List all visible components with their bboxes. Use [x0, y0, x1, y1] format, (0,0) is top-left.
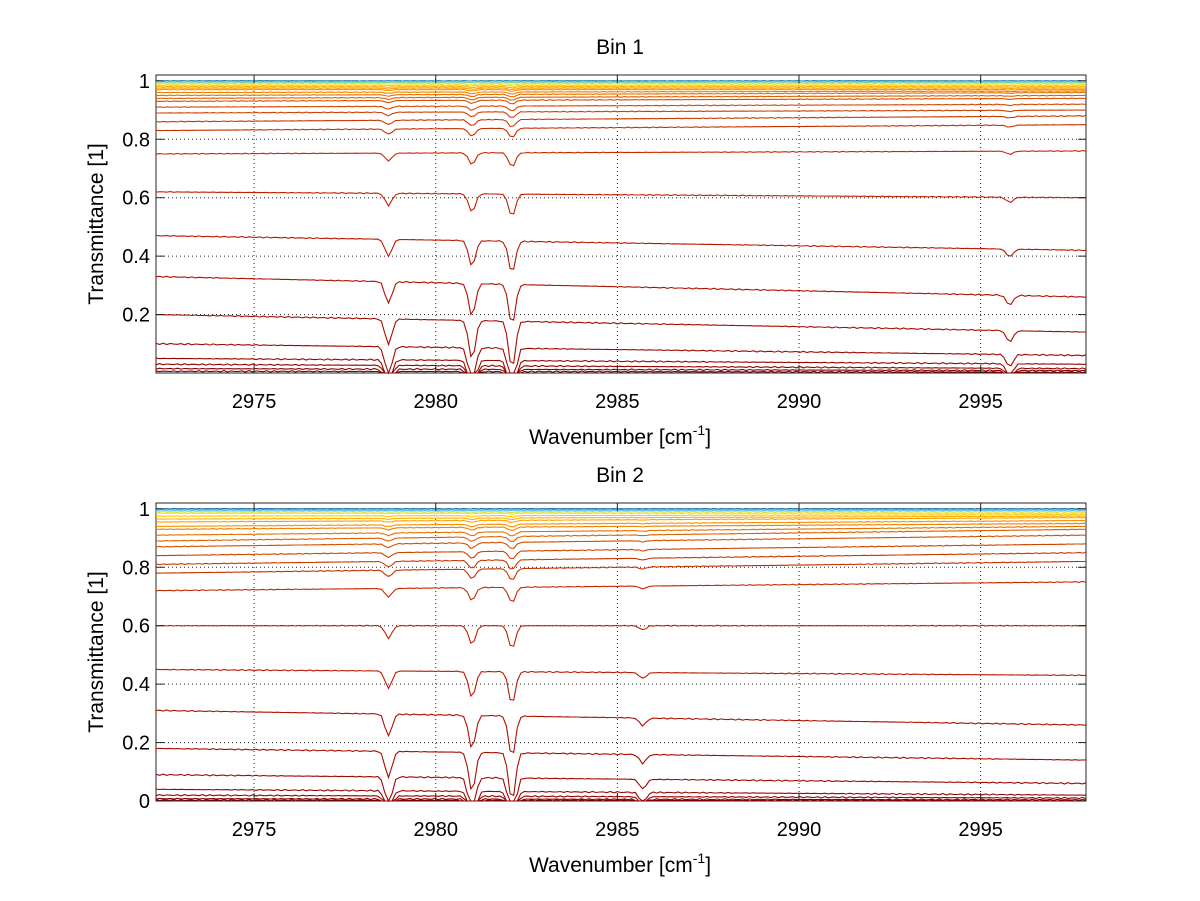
series-line — [155, 512, 1087, 515]
series-line — [155, 363, 1087, 374]
y-tick-label: 1 — [139, 71, 150, 93]
series-line — [155, 314, 1087, 365]
series-line — [155, 551, 1087, 570]
series-line — [155, 773, 1087, 803]
y-tick-label: 0 — [139, 791, 150, 813]
series-line — [155, 794, 1087, 802]
series-line — [155, 367, 1087, 374]
series-line — [155, 82, 1087, 85]
series-line — [155, 798, 1087, 802]
x-tick-label: 2975 — [232, 391, 277, 413]
x-tick-label: 2995 — [958, 819, 1003, 841]
series-line — [155, 797, 1087, 802]
series-line — [155, 624, 1087, 647]
series-line — [155, 357, 1086, 374]
x-axis-ticks: 2975 2980 2985 2990 2995 — [232, 503, 1003, 841]
x-tick-label: 2975 — [232, 819, 277, 841]
series-line — [155, 91, 1087, 98]
x-tick-label: 2980 — [413, 819, 458, 841]
y-axis-ticks: 0.2 0.4 0.6 0.8 1 — [122, 71, 1086, 327]
chart-title: Bin 1 — [596, 36, 644, 59]
series-line — [155, 94, 1087, 101]
y-axis-label: Transmittance [1] — [85, 571, 108, 732]
series-line — [155, 103, 1087, 112]
series-line — [155, 560, 1086, 580]
x-axis-ticks: 2975 2980 2985 2990 2995 — [232, 75, 1003, 413]
y-tick-label: 0.2 — [122, 305, 150, 327]
series-line — [156, 519, 1087, 528]
series-line — [155, 124, 1086, 138]
series-line — [155, 81, 1087, 84]
x-axis-label: Wavenumber [cm-1] — [529, 850, 711, 877]
series-line — [155, 88, 1087, 92]
series-line — [155, 97, 1087, 105]
y-axis-label: Transmittance [1] — [85, 143, 108, 304]
series-line — [155, 114, 1087, 127]
x-tick-label: 2985 — [595, 391, 640, 413]
series-line — [156, 90, 1087, 95]
y-tick-label: 0.2 — [122, 733, 150, 755]
series-line — [155, 150, 1087, 167]
y-tick-label: 0.8 — [122, 129, 150, 151]
y-axis-ticks: 0 0.2 0.4 0.6 0.8 1 — [122, 499, 1086, 813]
series-line — [155, 668, 1087, 701]
series-line — [155, 275, 1087, 321]
series-line — [156, 543, 1087, 559]
series-line — [155, 522, 1087, 531]
x-tick-label: 2980 — [413, 391, 458, 413]
series-line — [155, 342, 1087, 375]
x-tick-label: 2990 — [777, 819, 822, 841]
series-line — [155, 525, 1087, 537]
y-tick-label: 0.4 — [122, 246, 150, 268]
series-line — [155, 528, 1087, 543]
x-tick-label: 2990 — [777, 391, 822, 413]
series-line — [155, 509, 1087, 512]
series-line — [155, 191, 1087, 215]
series-line — [155, 747, 1087, 797]
y-tick-label: 0.6 — [122, 616, 150, 638]
x-tick-label: 2995 — [958, 391, 1003, 413]
series-line — [155, 370, 1087, 374]
series-line — [156, 515, 1087, 521]
series-line — [155, 516, 1087, 524]
series-group — [155, 507, 1087, 803]
plot-area — [155, 502, 1087, 802]
series-line — [156, 109, 1087, 118]
x-axis-label: Wavenumber [cm-1] — [529, 422, 711, 449]
series-line — [155, 87, 1087, 91]
y-tick-label: 0.8 — [122, 557, 150, 579]
y-tick-label: 1 — [139, 499, 150, 521]
y-tick-label: 0.4 — [122, 674, 150, 696]
series-line — [155, 507, 1087, 510]
series-line — [155, 580, 1087, 602]
chart-bin-2: Bin 2 2975 2980 2985 2990 2995 0 0.2 0.4 0.6 0.8… — [85, 464, 1087, 877]
series-line — [155, 79, 1087, 82]
series-line — [155, 513, 1087, 518]
series-line — [155, 788, 1086, 802]
series-line — [155, 84, 1087, 87]
x-tick-label: 2985 — [595, 819, 640, 841]
series-line — [155, 510, 1087, 513]
y-tick-label: 0.6 — [122, 188, 150, 210]
series-group — [155, 79, 1087, 375]
plot-area — [155, 74, 1087, 374]
series-line — [155, 234, 1087, 270]
chart-bin-1: Bin 1 2975 2980 2985 2990 2995 0.2 0.4 0.6 0.8 1… — [85, 36, 1087, 449]
series-line — [155, 85, 1087, 89]
chart-title: Bin 2 — [596, 464, 644, 487]
series-line — [155, 534, 1087, 550]
series-line — [155, 709, 1087, 754]
